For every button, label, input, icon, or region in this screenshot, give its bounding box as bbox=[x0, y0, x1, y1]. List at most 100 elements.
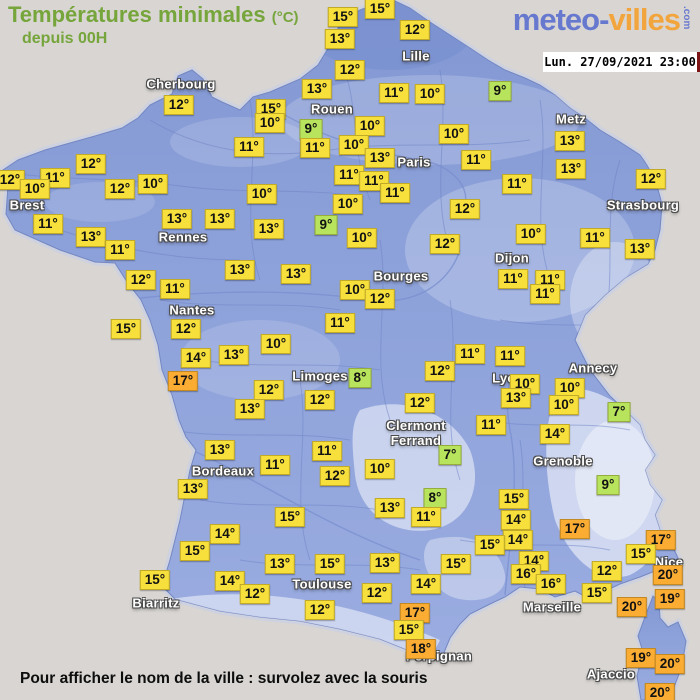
temperature-badge[interactable]: 13° bbox=[324, 29, 356, 49]
temperature-badge[interactable]: 13° bbox=[264, 554, 296, 574]
temperature-badge[interactable]: 12° bbox=[75, 154, 107, 174]
temperature-badge[interactable]: 10° bbox=[246, 184, 278, 204]
temperature-badge[interactable]: 19° bbox=[654, 589, 686, 609]
temperature-badge[interactable]: 13° bbox=[204, 440, 236, 460]
temperature-badge[interactable]: 14° bbox=[502, 530, 534, 550]
temperature-badge[interactable]: 13° bbox=[364, 148, 396, 168]
temperature-badge[interactable]: 12° bbox=[399, 20, 431, 40]
temperature-badge[interactable]: 13° bbox=[218, 345, 250, 365]
meteo-villes-logo[interactable]: meteo-villes .com bbox=[513, 2, 692, 38]
temperature-badge[interactable]: 11° bbox=[260, 455, 290, 475]
temperature-badge[interactable]: 12° bbox=[125, 270, 157, 290]
temperature-badge[interactable]: 12° bbox=[104, 179, 136, 199]
temperature-badge[interactable]: 13° bbox=[554, 131, 586, 151]
temperature-badge[interactable]: 10° bbox=[254, 113, 286, 133]
temperature-badge[interactable]: 13° bbox=[75, 227, 107, 247]
temperature-badge[interactable]: 13° bbox=[624, 239, 656, 259]
temperature-badge[interactable]: 20° bbox=[616, 597, 648, 617]
temperature-badge[interactable]: 10° bbox=[260, 334, 292, 354]
temperature-badge[interactable]: 12° bbox=[239, 584, 271, 604]
temperature-badge[interactable]: 11° bbox=[502, 174, 532, 194]
temperature-badge[interactable]: 12° bbox=[424, 361, 456, 381]
temperature-badge[interactable]: 15° bbox=[110, 319, 142, 339]
temperature-badge[interactable]: 10° bbox=[19, 179, 51, 199]
temperature-badge[interactable]: 14° bbox=[500, 510, 532, 530]
temperature-badge[interactable]: 17° bbox=[167, 371, 199, 391]
temperature-badge[interactable]: 12° bbox=[170, 319, 202, 339]
temperature-badge[interactable]: 12° bbox=[304, 390, 336, 410]
temperature-badge[interactable]: 11° bbox=[312, 441, 342, 461]
temperature-badge[interactable]: 13° bbox=[301, 79, 333, 99]
temperature-badge[interactable]: 10° bbox=[364, 459, 396, 479]
temperature-badge[interactable]: 10° bbox=[332, 194, 364, 214]
temperature-badge[interactable]: 11° bbox=[325, 313, 355, 333]
temperature-badge[interactable]: 15° bbox=[625, 544, 657, 564]
temperature-badge[interactable]: 15° bbox=[364, 0, 396, 19]
temperature-badge[interactable]: 11° bbox=[476, 415, 506, 435]
temperature-badge[interactable]: 10° bbox=[515, 224, 547, 244]
temperature-badge[interactable]: 11° bbox=[33, 214, 63, 234]
temperature-badge[interactable]: 13° bbox=[224, 260, 256, 280]
temperature-badge[interactable]: 9° bbox=[314, 215, 338, 235]
temperature-badge[interactable]: 9° bbox=[596, 475, 620, 495]
temperature-badge[interactable]: 10° bbox=[338, 135, 370, 155]
temperature-badge[interactable]: 15° bbox=[274, 507, 306, 527]
temperature-badge[interactable]: 11° bbox=[495, 346, 525, 366]
temperature-badge[interactable]: 15° bbox=[179, 541, 211, 561]
temperature-badge[interactable]: 10° bbox=[339, 280, 371, 300]
temperature-badge[interactable]: 13° bbox=[280, 264, 312, 284]
temperature-badge[interactable]: 14° bbox=[180, 348, 212, 368]
temperature-badge[interactable]: 12° bbox=[304, 600, 336, 620]
temperature-badge[interactable]: 15° bbox=[498, 489, 530, 509]
temperature-badge[interactable]: 10° bbox=[438, 124, 470, 144]
temperature-badge[interactable]: 12° bbox=[163, 95, 195, 115]
temperature-badge[interactable]: 11° bbox=[234, 137, 264, 157]
temperature-badge[interactable]: 13° bbox=[177, 479, 209, 499]
temperature-badge[interactable]: 7° bbox=[438, 445, 462, 465]
temperature-badge[interactable]: 12° bbox=[361, 583, 393, 603]
temperature-badge[interactable]: 11° bbox=[411, 507, 441, 527]
temperature-badge[interactable]: 10° bbox=[548, 395, 580, 415]
temperature-badge[interactable]: 13° bbox=[374, 498, 406, 518]
temperature-badge[interactable]: 14° bbox=[539, 424, 571, 444]
temperature-badge[interactable]: 10° bbox=[346, 228, 378, 248]
temperature-badge[interactable]: 12° bbox=[364, 289, 396, 309]
temperature-badge[interactable]: 10° bbox=[137, 174, 169, 194]
temperature-badge[interactable]: 11° bbox=[379, 83, 409, 103]
temperature-badge[interactable]: 12° bbox=[404, 393, 436, 413]
temperature-badge[interactable]: 14° bbox=[410, 574, 442, 594]
temperature-badge[interactable]: 15° bbox=[581, 583, 613, 603]
temperature-badge[interactable]: 17° bbox=[559, 519, 591, 539]
temperature-badge[interactable]: 12° bbox=[0, 170, 26, 190]
temperature-badge[interactable]: 12° bbox=[635, 169, 667, 189]
temperature-badge[interactable]: 11° bbox=[105, 240, 135, 260]
temperature-badge[interactable]: 14° bbox=[209, 524, 241, 544]
temperature-badge[interactable]: 11° bbox=[455, 344, 485, 364]
temperature-badge[interactable]: 15° bbox=[139, 570, 171, 590]
temperature-badge[interactable]: 11° bbox=[530, 284, 560, 304]
temperature-badge[interactable]: 13° bbox=[253, 219, 285, 239]
temperature-badge[interactable]: 9° bbox=[488, 81, 512, 101]
temperature-badge[interactable]: 7° bbox=[607, 402, 631, 422]
temperature-badge[interactable]: 13° bbox=[204, 209, 236, 229]
temperature-badge[interactable]: 18° bbox=[405, 639, 437, 659]
temperature-badge[interactable]: 8° bbox=[423, 488, 447, 508]
temperature-badge[interactable]: 15° bbox=[440, 554, 472, 574]
temperature-badge[interactable]: 11° bbox=[580, 228, 610, 248]
temperature-badge[interactable]: 8° bbox=[348, 368, 372, 388]
temperature-badge[interactable]: 11° bbox=[498, 269, 528, 289]
temperature-badge[interactable]: 13° bbox=[234, 399, 266, 419]
temperature-badge[interactable]: 16° bbox=[535, 574, 567, 594]
temperature-badge[interactable]: 12° bbox=[319, 466, 351, 486]
temperature-badge[interactable]: 12° bbox=[449, 199, 481, 219]
temperature-badge[interactable]: 14° bbox=[214, 571, 246, 591]
temperature-badge[interactable]: 12° bbox=[429, 234, 461, 254]
temperature-badge[interactable]: 19° bbox=[625, 648, 657, 668]
temperature-badge[interactable]: 16° bbox=[510, 564, 542, 584]
temperature-badge[interactable]: 13° bbox=[555, 159, 587, 179]
temperature-badge[interactable]: 11° bbox=[380, 183, 410, 203]
temperature-badge[interactable]: 11° bbox=[300, 138, 330, 158]
temperature-badge[interactable]: 15° bbox=[393, 620, 425, 640]
temperature-badge[interactable]: 20° bbox=[652, 565, 684, 585]
temperature-badge[interactable]: 13° bbox=[369, 553, 401, 573]
